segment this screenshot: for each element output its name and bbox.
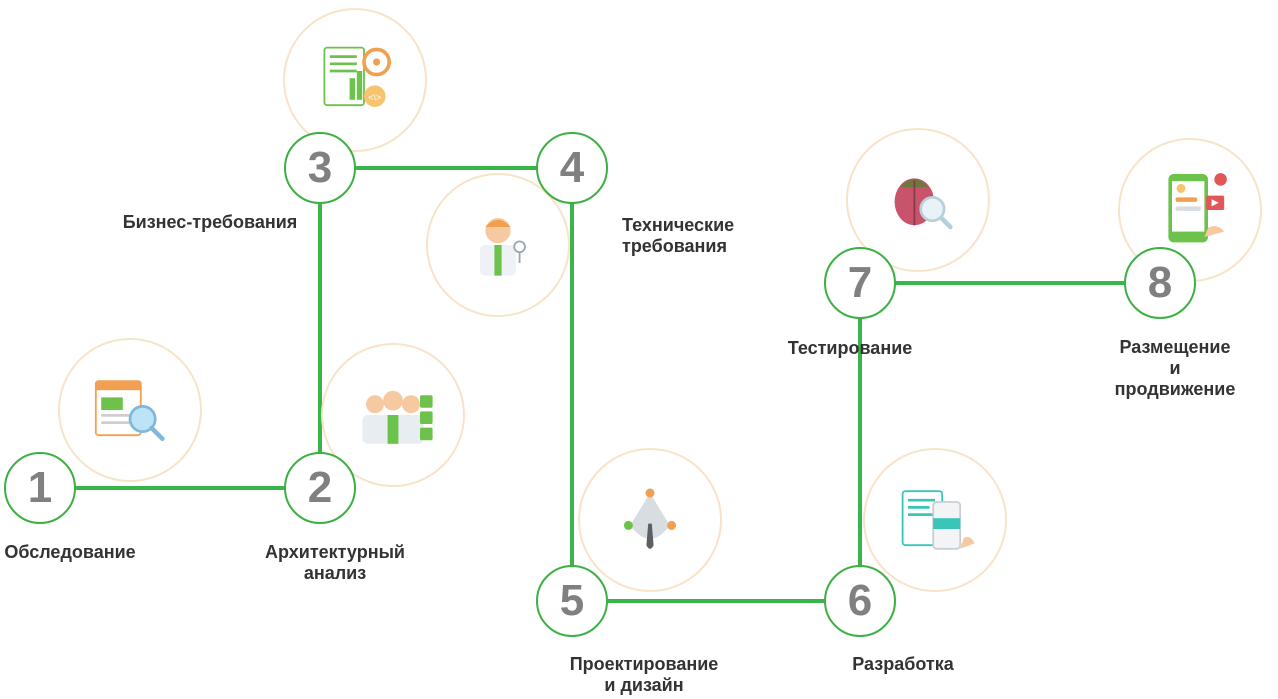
step-number: 6	[848, 579, 872, 623]
step-node-8: 8	[1124, 247, 1196, 319]
step-node-1: 1	[4, 452, 76, 524]
step-label-2: Архитектурный анализ	[265, 542, 405, 584]
step-node-6: 6	[824, 565, 896, 637]
svg-text:<\>: <\>	[368, 93, 381, 103]
deco-docs-icon: <\>	[283, 8, 427, 152]
step-label-1: Обследование	[4, 542, 135, 563]
step-number: 4	[560, 146, 584, 190]
deco-research-icon	[58, 338, 202, 482]
step-number: 1	[28, 466, 52, 510]
step-number: 5	[560, 579, 584, 623]
step-node-4: 4	[536, 132, 608, 204]
step-number: 8	[1148, 261, 1172, 305]
step-number: 2	[308, 466, 332, 510]
step-number: 7	[848, 261, 872, 305]
step-node-3: 3	[284, 132, 356, 204]
step-label-8: Размещение и продвижение	[1115, 337, 1236, 400]
step-label-3: Бизнес-требования	[123, 212, 298, 233]
deco-code-icon	[863, 448, 1007, 592]
process-flowchart: <\>	[0, 0, 1278, 699]
step-node-7: 7	[824, 247, 896, 319]
step-node-5: 5	[536, 565, 608, 637]
step-label-6: Разработка	[852, 654, 953, 675]
step-label-4: Технические требования	[622, 215, 734, 257]
edges-layer	[0, 0, 1278, 699]
step-label-5: Проектирование и дизайн	[570, 654, 719, 696]
step-number: 3	[308, 146, 332, 190]
deco-design-icon	[578, 448, 722, 592]
step-node-2: 2	[284, 452, 356, 524]
step-label-7: Тестирование	[788, 338, 913, 359]
